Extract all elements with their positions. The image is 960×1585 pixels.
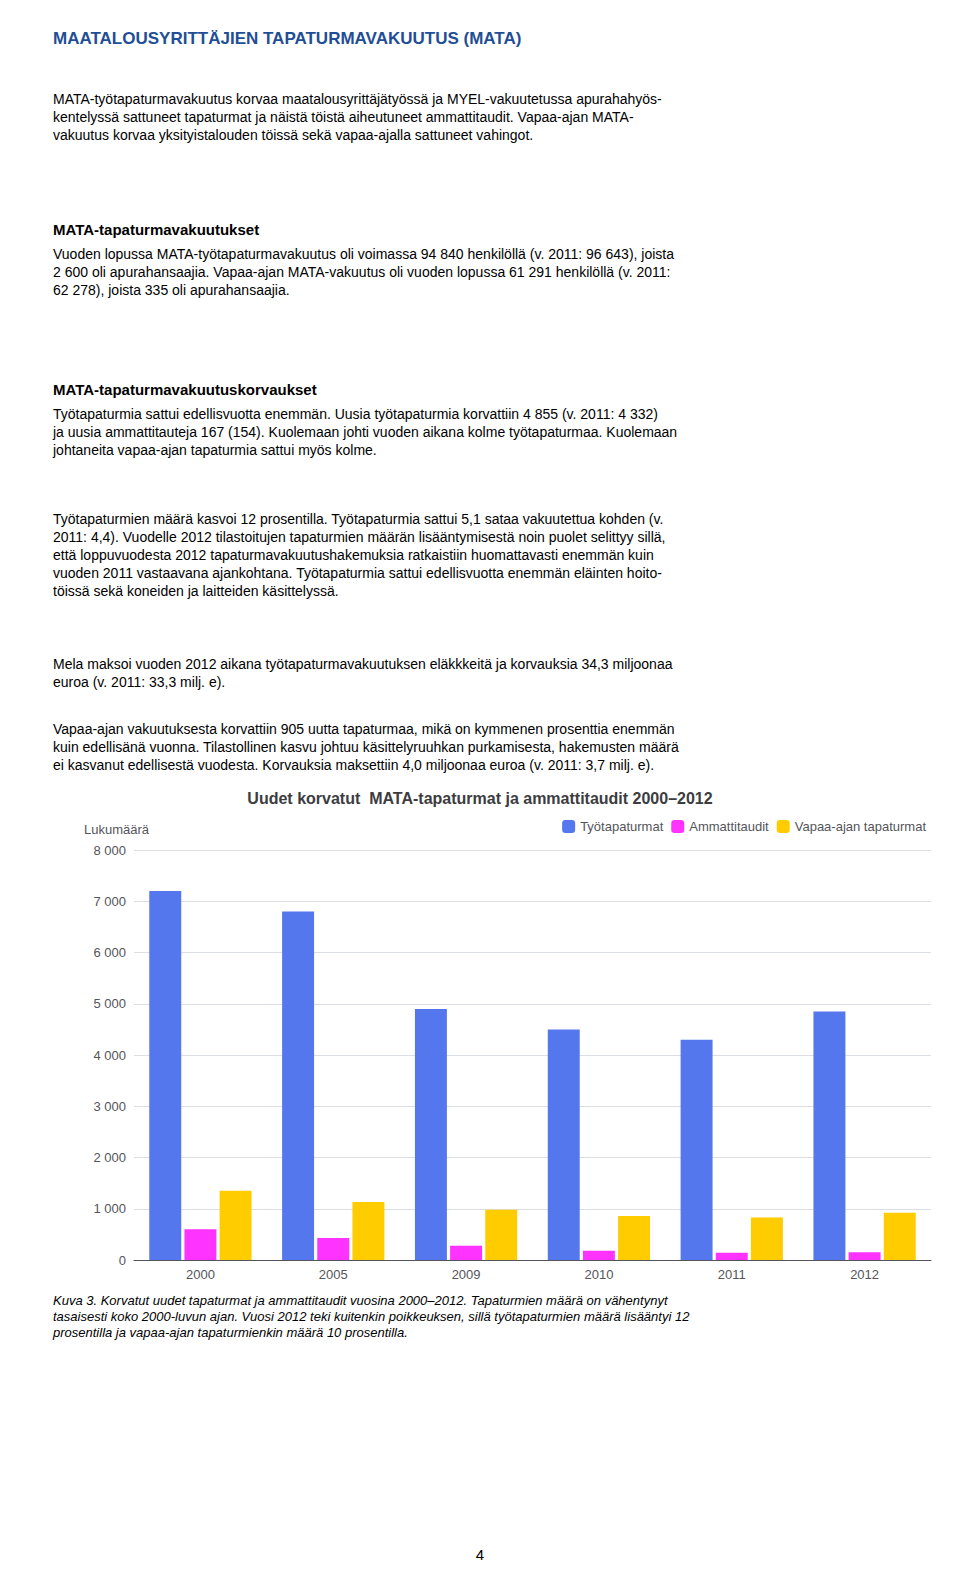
svg-text:Työtapaturmia sattui edellisvu: Työtapaturmia sattui edellisvuotta enemm… — [53, 406, 658, 422]
svg-text:MAATALOUSYRITTÄJIEN TAPATURMAV: MAATALOUSYRITTÄJIEN TAPATURMAVAKUUTUS (M… — [53, 29, 521, 48]
svg-text:vuoden 2011 vastaavana ajankoh: vuoden 2011 vastaavana ajankohtana. Työt… — [53, 565, 662, 581]
svg-text:Mela maksoi vuoden 2012 aikana: Mela maksoi vuoden 2012 aikana työtapatu… — [53, 656, 673, 672]
svg-text:3 000: 3 000 — [93, 1099, 126, 1114]
svg-text:Vapaa-ajan vakuutuksesta korva: Vapaa-ajan vakuutuksesta korvattiin 905 … — [53, 721, 675, 737]
svg-text:6 000: 6 000 — [93, 945, 126, 960]
svg-text:2009: 2009 — [452, 1267, 481, 1282]
svg-text:töissä sekä koneiden ja laitte: töissä sekä koneiden ja laitteiden käsit… — [53, 583, 339, 599]
svg-text:Työtapaturmien määrä kasvoi 12: Työtapaturmien määrä kasvoi 12 prosentil… — [53, 511, 663, 527]
svg-text:2000: 2000 — [186, 1267, 215, 1282]
svg-text:MATA-tapaturmavakuutuskorvauks: MATA-tapaturmavakuutuskorvaukset — [53, 381, 317, 398]
svg-text:vakuutus korvaa yksityistaloud: vakuutus korvaa yksityistalouden töissä … — [53, 127, 533, 143]
svg-text:2011: 2011 — [718, 1267, 746, 1282]
svg-text:5 000: 5 000 — [93, 996, 126, 1011]
svg-text:62 278), joista 335 oli apurah: 62 278), joista 335 oli apurahansaajia. — [53, 282, 290, 298]
svg-text:Kuva 3. Korvatut uudet tapatur: Kuva 3. Korvatut uudet tapaturmat ja amm… — [53, 1293, 669, 1308]
svg-text:8 000: 8 000 — [93, 843, 126, 858]
svg-text:ei kasvanut edellisestä vuodes: ei kasvanut edellisestä vuodesta. Korvau… — [53, 757, 654, 773]
svg-text:Työtapaturmat: Työtapaturmat — [580, 819, 663, 834]
svg-text:ja uusia ammattitauteja 167 (1: ja uusia ammattitauteja 167 (154). Kuole… — [52, 424, 677, 440]
svg-text:prosentilla ja vapaa-ajan tapa: prosentilla ja vapaa-ajan tapaturmienkin… — [52, 1325, 408, 1340]
svg-text:4: 4 — [476, 1546, 484, 1563]
svg-text:1 000: 1 000 — [93, 1201, 126, 1216]
svg-text:kuin edellisänä vuonna. Tilast: kuin edellisänä vuonna. Tilastollinen ka… — [53, 739, 679, 755]
svg-text:4 000: 4 000 — [93, 1048, 126, 1063]
svg-text:euroa (v. 2011: 33,3 milj. e).: euroa (v. 2011: 33,3 milj. e). — [53, 674, 225, 690]
svg-text:2010: 2010 — [584, 1267, 613, 1282]
svg-text:Vapaa-ajan tapaturmat: Vapaa-ajan tapaturmat — [795, 819, 927, 834]
svg-text:2012: 2012 — [850, 1267, 879, 1282]
svg-text:Ammattitaudit: Ammattitaudit — [689, 819, 769, 834]
svg-text:johtaneita vapaa-ajan tapaturm: johtaneita vapaa-ajan tapaturmia sattui … — [52, 442, 377, 458]
svg-text:2005: 2005 — [319, 1267, 348, 1282]
svg-text:MATA-tapaturmavakuutukset: MATA-tapaturmavakuutukset — [53, 221, 259, 238]
svg-text:0: 0 — [119, 1253, 126, 1268]
svg-text:2 600 oli apurahansaajia. Vapa: 2 600 oli apurahansaajia. Vapaa-ajan MAT… — [53, 264, 670, 280]
svg-text:2011: 4,4). Vuodelle 2012 tila: 2011: 4,4). Vuodelle 2012 tilastoitujen … — [53, 529, 665, 545]
svg-text:että loppuvuodesta 2012 tapatu: että loppuvuodesta 2012 tapaturmavakuutu… — [53, 547, 654, 563]
svg-text:kentelyssä sattuneet tapaturma: kentelyssä sattuneet tapaturmat ja näist… — [53, 109, 634, 125]
svg-text:tasaisesti koko 2000-luvun aja: tasaisesti koko 2000-luvun ajan. Vuosi 2… — [53, 1309, 690, 1324]
svg-text:Vuoden lopussa MATA-työtapatur: Vuoden lopussa MATA-työtapaturmavakuutus… — [53, 246, 674, 262]
svg-text:2 000: 2 000 — [93, 1150, 126, 1165]
svg-text:Lukumäärä: Lukumäärä — [84, 822, 150, 837]
svg-text:Uudet korvatut MATA-tapaturma: Uudet korvatut MATA-tapaturmat ja ammatt… — [247, 790, 712, 807]
svg-text:7 000: 7 000 — [93, 894, 126, 909]
svg-text:MATA-työtapaturmavakuutus korv: MATA-työtapaturmavakuutus korvaa maatalo… — [53, 91, 662, 107]
